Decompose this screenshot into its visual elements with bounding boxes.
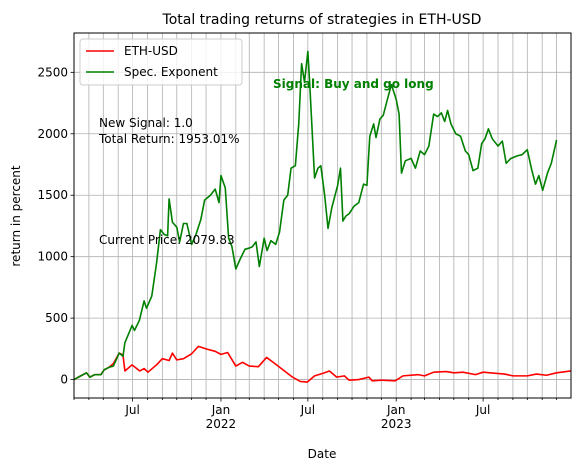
x-tick-year-label: 2022 [206, 417, 237, 431]
x-axis-label: Date [308, 447, 337, 461]
y-tick-label: 1000 [37, 250, 68, 264]
grid-lines [73, 33, 571, 398]
annotation-new-signal: New Signal: 1.0 [99, 116, 193, 130]
legend-box [79, 38, 243, 86]
y-tick-label: 2500 [37, 65, 68, 79]
annotation-current-price: Current Price: 2079.83 [99, 233, 235, 247]
y-axis-label: return in percent [9, 165, 23, 267]
annotation-total-return: Total Return: 1953.01% [98, 132, 240, 146]
series-lines [73, 50, 572, 383]
series-line-eth-usd [73, 345, 572, 383]
chart-title: Total trading returns of strategies in E… [162, 12, 482, 28]
y-tick-label: 2000 [37, 127, 68, 141]
y-tick-label: 500 [45, 311, 68, 325]
y-tick-label: 0 [60, 373, 68, 387]
x-tick-label: Jul [124, 403, 139, 417]
x-tick-year-label: 2023 [381, 417, 412, 431]
series-line-spec-exponent [73, 50, 558, 381]
y-tick-label: 1500 [37, 188, 68, 202]
legend: ETH-USD Spec. Exponent [79, 38, 243, 86]
y-axis-ticks: 0 500 1000 1500 2000 2500 [37, 65, 74, 387]
legend-label-spec-exponent: Spec. Exponent [124, 65, 218, 79]
x-tick-label: Jan [211, 403, 231, 417]
x-tick-label: Jan [386, 403, 406, 417]
annotation-signal: Signal: Buy and go long [273, 77, 434, 91]
x-tick-label: Jul [475, 403, 490, 417]
x-tick-label: Jul [300, 403, 315, 417]
legend-label-eth-usd: ETH-USD [124, 44, 178, 58]
